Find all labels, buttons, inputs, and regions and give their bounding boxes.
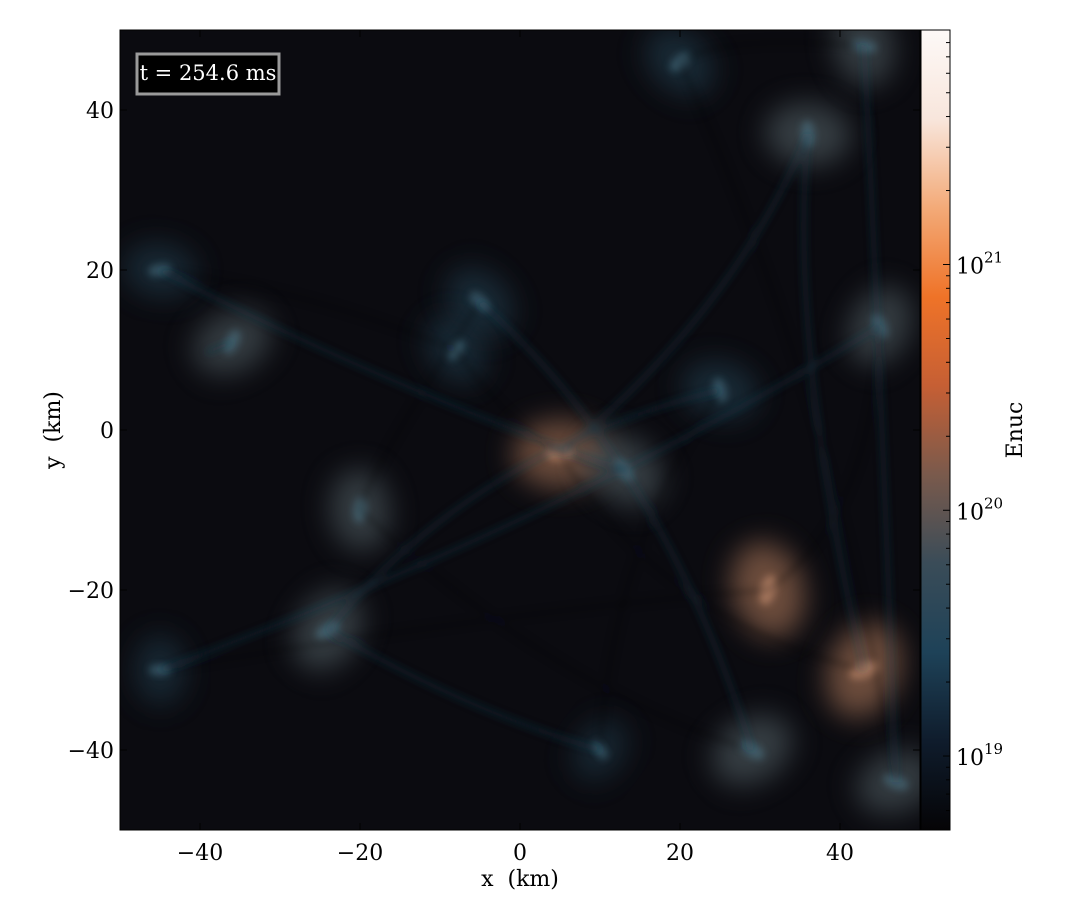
y-axis-label: y (km)	[41, 391, 66, 470]
x-axis-label: x (km)	[481, 867, 559, 892]
time-annotation-box	[135, 52, 281, 96]
x-tick-label: 40	[826, 841, 854, 866]
time-annotation-text: t = 254.6 ms	[140, 61, 277, 85]
colorbar-label: Enuc	[1003, 402, 1028, 459]
heatmap-filament	[359, 509, 753, 751]
x-tick-label: 20	[666, 841, 694, 866]
colorbar-tick-exponent: 21	[984, 249, 1003, 267]
y-tick-label: 40	[86, 99, 114, 124]
y-axis: −40 −20 0 20 40	[68, 99, 920, 764]
x-axis: −40 −20 0 20 40	[177, 30, 854, 866]
x-tick-label: −20	[337, 841, 383, 866]
heatmap-background	[120, 30, 920, 830]
y-tick-label: −20	[68, 579, 114, 604]
heatmap-filament	[679, 41, 865, 63]
heatmap-filament	[802, 133, 866, 671]
colorbar-tick-label: 1021	[956, 249, 1003, 280]
heatmap-filament	[159, 269, 457, 351]
heatmap-filament	[599, 389, 721, 751]
heatmap-filament	[455, 349, 625, 471]
x-tick-label: −40	[177, 841, 223, 866]
colorbar-ticks: 1019 1020 1021	[943, 42, 1003, 812]
heatmap-filament	[206, 340, 233, 354]
heatmap-filament	[159, 324, 881, 672]
heatmap-filaments	[159, 41, 898, 783]
colorbar-tick-label: 1020	[956, 494, 1003, 525]
heatmap-filament	[559, 453, 865, 671]
heatmap-filament	[359, 301, 481, 511]
y-tick-label: 0	[100, 419, 114, 444]
y-tick-label: −40	[68, 739, 114, 764]
colorbar-tick-exponent: 19	[984, 740, 1003, 758]
heatmap-filament	[679, 61, 897, 783]
colorbar-tick-label: 1019	[956, 740, 1003, 771]
heatmap-filament	[559, 133, 810, 456]
heatmap-filament	[327, 628, 601, 752]
x-tick-label: 0	[513, 841, 527, 866]
heatmap-filament	[767, 325, 881, 591]
colorbar-tick-exponent: 20	[984, 494, 1003, 512]
time-annotation: t = 254.6 ms	[135, 52, 281, 96]
heatmap-filament	[479, 300, 754, 751]
y-tick-label: 20	[86, 259, 114, 284]
heatmap-filament	[862, 45, 898, 783]
colorbar-bar	[920, 29, 951, 831]
colorbar: 1019 1020 1021 Enuc	[920, 29, 1028, 831]
heatmap-filament	[326, 388, 721, 631]
heatmap	[120, 30, 920, 830]
